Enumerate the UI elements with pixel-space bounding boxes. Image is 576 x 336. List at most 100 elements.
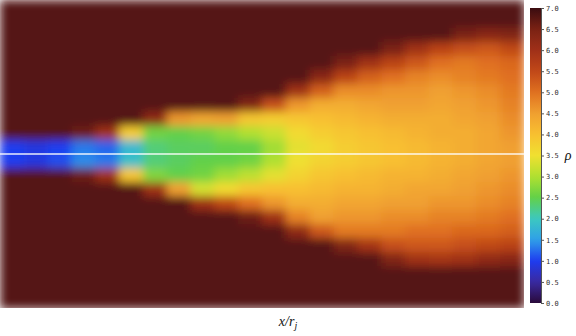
cell [167, 280, 192, 295]
colorbar-tick-mark [541, 177, 544, 178]
cell [95, 238, 120, 253]
cell [71, 140, 96, 155]
cell [0, 42, 25, 57]
cell [310, 210, 335, 225]
cell [214, 0, 239, 15]
colorbar-tick-mark [541, 156, 544, 157]
cell [357, 84, 382, 99]
cell [286, 28, 311, 43]
cell [262, 294, 287, 308]
colorbar-tick: 5.0 [541, 89, 559, 97]
cell [500, 98, 524, 113]
cell [214, 56, 239, 71]
cell [238, 280, 263, 295]
cell [476, 112, 501, 127]
cell [357, 28, 382, 43]
cell [238, 238, 263, 253]
cell [357, 168, 382, 183]
cell [405, 224, 430, 239]
cell [24, 98, 49, 113]
cell [214, 252, 239, 267]
cell [453, 266, 478, 281]
cell [500, 70, 524, 85]
cell [381, 70, 406, 85]
cell [286, 112, 311, 127]
cell [262, 280, 287, 295]
cell [214, 70, 239, 85]
cell [429, 70, 454, 85]
cell [24, 56, 49, 71]
cells [0, 0, 524, 308]
cell [333, 42, 358, 57]
cell [238, 56, 263, 71]
cell [143, 196, 168, 211]
cell [48, 126, 73, 141]
cell [143, 224, 168, 239]
cell [0, 294, 25, 308]
cell [24, 28, 49, 43]
cell [476, 84, 501, 99]
cell [381, 56, 406, 71]
cell [286, 280, 311, 295]
centerline [0, 153, 524, 155]
colorbar-tick: 4.0 [541, 131, 559, 139]
colorbar-tick-mark [541, 219, 544, 220]
cell [429, 56, 454, 71]
cell [214, 98, 239, 113]
cell [381, 252, 406, 267]
cell [238, 266, 263, 281]
cell [119, 196, 144, 211]
cell [238, 140, 263, 155]
cell [476, 210, 501, 225]
cell [262, 182, 287, 197]
cell [95, 112, 120, 127]
cell [0, 252, 25, 267]
cell [143, 42, 168, 57]
cell [310, 182, 335, 197]
cell [381, 280, 406, 295]
colorbar-tick: 6.5 [541, 26, 559, 34]
cell [48, 14, 73, 29]
cell [95, 70, 120, 85]
cell [333, 266, 358, 281]
cell [214, 28, 239, 43]
colorbar-tick-mark [541, 303, 544, 304]
cell [238, 112, 263, 127]
cell [476, 42, 501, 57]
cell [0, 126, 25, 141]
cell [238, 126, 263, 141]
cell [429, 210, 454, 225]
cell [476, 70, 501, 85]
cell [71, 294, 96, 308]
cell [0, 56, 25, 71]
cell [333, 56, 358, 71]
cell [262, 14, 287, 29]
cell [167, 238, 192, 253]
cell [143, 252, 168, 267]
colorbar-tick-mark [541, 134, 544, 135]
cell [310, 266, 335, 281]
cell [167, 294, 192, 308]
cell [262, 112, 287, 127]
cell [214, 112, 239, 127]
cell [191, 280, 216, 295]
cell [95, 42, 120, 57]
cell [71, 112, 96, 127]
cell [71, 154, 96, 169]
cell [191, 238, 216, 253]
cell [333, 98, 358, 113]
cell [286, 126, 311, 141]
colorbar-axis: 0.00.51.01.52.02.53.03.54.04.55.05.56.06… [541, 5, 559, 308]
cell [500, 84, 524, 99]
cell [381, 224, 406, 239]
cell [476, 266, 501, 281]
cell [333, 126, 358, 141]
colorbar-tick-label: 2.5 [546, 194, 559, 202]
cell [24, 224, 49, 239]
cell [357, 210, 382, 225]
colorbar-tick: 3.0 [541, 173, 559, 181]
cell [381, 294, 406, 308]
cell [238, 14, 263, 29]
colorbar-tick-label: 6.0 [546, 47, 559, 55]
cell [119, 0, 144, 15]
